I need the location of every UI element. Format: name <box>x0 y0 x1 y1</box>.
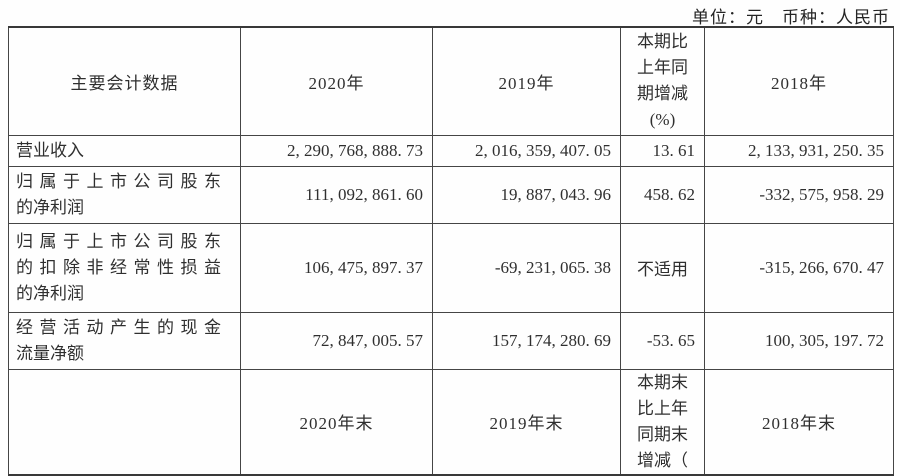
row-label-line: 的扣除非经常性损益 <box>16 257 228 277</box>
value-cell-2020: 2, 290, 768, 888. 73 <box>240 134 433 167</box>
row-label-line: 归属于上市公司股东 <box>16 171 228 191</box>
row-label-cash-flow: 经营活动产生的现金 流量净额 <box>8 311 241 370</box>
clipped-cell <box>704 474 894 476</box>
table-row-net-profit: 归属于上市公司股东 的净利润 111, 092, 861. 60 19, 887… <box>8 165 894 224</box>
value-cell-change: 458. 62 <box>620 165 705 224</box>
value-cell-2019: 2, 016, 359, 407. 05 <box>432 134 621 167</box>
period-end-cell-2018: 2018年末 <box>704 368 894 476</box>
header-cell-2019: 2019年 <box>432 26 621 136</box>
clipped-next-row <box>8 474 894 476</box>
period-end-cell-empty <box>8 368 241 476</box>
table-row-revenue: 营业收入 2, 290, 768, 888. 73 2, 016, 359, 4… <box>8 134 894 167</box>
value-cell-change: -53. 65 <box>620 311 705 370</box>
row-label-net-profit-excl: 归属于上市公司股东 的扣除非经常性损益 的净利润 <box>8 222 241 313</box>
header-cell-metric: 主要会计数据 <box>8 26 241 136</box>
value-cell-2018: 100, 305, 197. 72 <box>704 311 894 370</box>
row-label-revenue: 营业收入 <box>8 134 241 167</box>
row-label-line: 营业收入 <box>16 140 84 160</box>
period-end-cell-change: 本期末 比上年 同期末 增减（ <box>620 368 705 476</box>
value-cell-2019: -69, 231, 065. 38 <box>432 222 621 313</box>
value-cell-2018: 2, 133, 931, 250. 35 <box>704 134 894 167</box>
value-cell-change: 不适用 <box>620 222 705 313</box>
row-label-line: 归属于上市公司股东 <box>16 231 228 251</box>
unit-currency-note: 单位：元 币种：人民币 <box>692 8 890 27</box>
value-cell-2018: -315, 266, 670. 47 <box>704 222 894 313</box>
header-cell-yoy-change: 本期比 上年同 期增减 (%) <box>620 26 705 136</box>
table-row-net-profit-excl-nonrecurring: 归属于上市公司股东 的扣除非经常性损益 的净利润 106, 475, 897. … <box>8 222 894 313</box>
table-row-operating-cash-flow: 经营活动产生的现金 流量净额 72, 847, 005. 57 157, 174… <box>8 311 894 370</box>
row-label-line: 的净利润 <box>16 283 84 303</box>
value-cell-2020: 111, 092, 861. 60 <box>240 165 433 224</box>
value-cell-2019: 157, 174, 280. 69 <box>432 311 621 370</box>
header-cell-2020: 2020年 <box>240 26 433 136</box>
period-end-cell-2020: 2020年末 <box>240 368 433 476</box>
header-cell-2018: 2018年 <box>704 26 894 136</box>
value-cell-2018: -332, 575, 958. 29 <box>704 165 894 224</box>
value-cell-2020: 106, 475, 897. 37 <box>240 222 433 313</box>
row-label-net-profit: 归属于上市公司股东 的净利润 <box>8 165 241 224</box>
period-end-cell-2019: 2019年末 <box>432 368 621 476</box>
table-header-row: 主要会计数据 2020年 2019年 本期比 上年同 期增减 (%) 2018年 <box>8 26 894 136</box>
value-cell-2019: 19, 887, 043. 96 <box>432 165 621 224</box>
value-cell-2020: 72, 847, 005. 57 <box>240 311 433 370</box>
row-label-line: 的净利润 <box>16 197 84 217</box>
row-label-line: 经营活动产生的现金 <box>16 317 228 337</box>
row-label-line: 流量净额 <box>16 343 84 363</box>
value-cell-change: 13. 61 <box>620 134 705 167</box>
period-end-header-row: 2020年末 2019年末 本期末 比上年 同期末 增减（ 2018年末 <box>8 368 894 476</box>
key-accounting-data-table: 主要会计数据 2020年 2019年 本期比 上年同 期增减 (%) 2018年… <box>8 26 894 476</box>
